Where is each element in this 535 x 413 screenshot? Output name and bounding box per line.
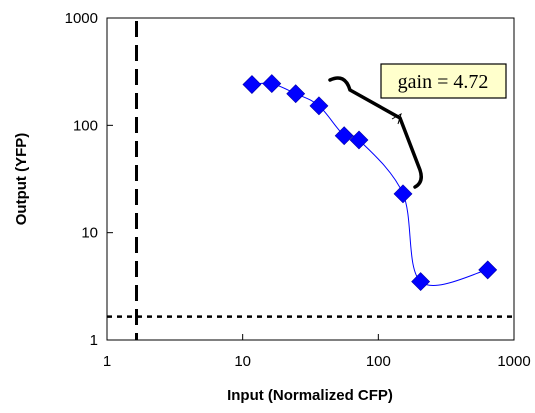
marker-layer: [242, 74, 498, 292]
y-ticks: 1 10 100 1000: [65, 10, 113, 349]
data-point: [334, 126, 354, 146]
data-point: [309, 96, 329, 116]
gain-annotation: gain = 4.72: [398, 71, 489, 93]
y-axis-title: Output (YFP): [13, 133, 30, 225]
x-tick-label: 1000: [497, 353, 530, 370]
y-tick-label: 10: [81, 225, 98, 242]
y-tick-label: 1000: [65, 10, 98, 27]
data-point: [393, 184, 413, 204]
gain-annotation-box: [380, 63, 507, 99]
data-point: [286, 84, 306, 104]
data-point: [411, 272, 431, 292]
gain-bracket-tip: [391, 112, 402, 125]
x-tick-label: 1: [103, 353, 111, 370]
data-point: [242, 75, 262, 94]
y-tick-label: 100: [73, 117, 98, 134]
y-tick-label: 1: [90, 332, 98, 349]
data-point: [349, 130, 369, 150]
reference-lines: [107, 21, 514, 340]
x-tick-label: 100: [366, 353, 391, 370]
x-axis-title: Input (Normalized CFP): [227, 387, 393, 404]
data-point: [262, 74, 282, 93]
x-tick-label: 10: [234, 353, 251, 370]
data-point: [478, 260, 498, 280]
x-ticks: 1 10 100 1000: [103, 334, 531, 370]
